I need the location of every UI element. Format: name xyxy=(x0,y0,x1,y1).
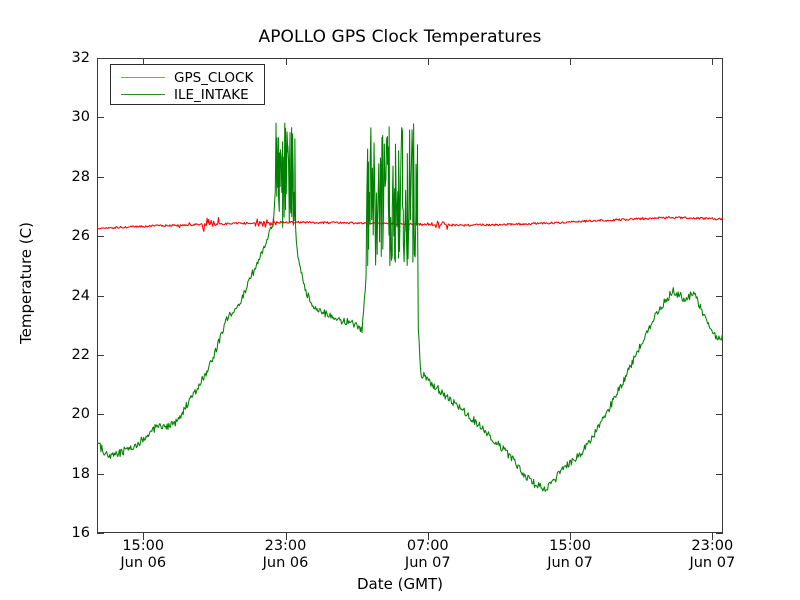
x-tick-label: 23:00 Jun 07 xyxy=(689,538,736,571)
page-title: APOLLO GPS Clock Temperatures xyxy=(258,27,542,47)
legend-swatch-gps-clock xyxy=(121,77,165,78)
series-line-gps-clock xyxy=(97,216,723,232)
x-tick-label: 23:00 Jun 06 xyxy=(262,538,309,571)
legend-item-ile-intake: ILE_INTAKE xyxy=(117,86,258,103)
x-tick-mark xyxy=(712,533,714,540)
x-tick-mark xyxy=(570,58,572,65)
series-line-ile-intake xyxy=(97,122,723,492)
y-tick-label: 24 xyxy=(71,287,90,304)
legend-label-ile-intake: ILE_INTAKE xyxy=(174,86,249,103)
y-tick-mark xyxy=(97,176,104,178)
y-tick-mark xyxy=(716,58,723,59)
x-tick-mark xyxy=(427,533,429,540)
y-tick-mark xyxy=(97,414,104,416)
y-tick-label: 32 xyxy=(71,50,90,66)
y-tick-label: 20 xyxy=(71,406,90,423)
x-axis-label: Date (GMT) xyxy=(356,575,444,593)
x-tick-mark xyxy=(143,533,145,540)
y-tick-mark xyxy=(716,414,723,416)
y-tick-mark xyxy=(716,176,723,178)
x-tick-label: 15:00 Jun 06 xyxy=(120,538,167,571)
y-tick-label: 16 xyxy=(71,525,90,541)
y-tick-mark xyxy=(716,236,723,238)
x-tick-mark xyxy=(570,533,572,540)
x-tick-mark xyxy=(285,58,287,65)
y-tick-label: 28 xyxy=(71,168,90,185)
y-tick-mark xyxy=(716,533,723,534)
plot-svg xyxy=(97,122,723,492)
x-tick-mark xyxy=(143,58,145,65)
x-tick-mark xyxy=(712,58,714,65)
y-tick-label: 26 xyxy=(71,228,90,245)
legend-swatch-ile-intake xyxy=(121,94,165,95)
legend-item-gps-clock: GPS_CLOCK xyxy=(117,69,258,86)
legend-label-gps-clock: GPS_CLOCK xyxy=(174,69,254,86)
y-tick-mark xyxy=(97,58,104,59)
y-tick-mark xyxy=(97,533,104,534)
y-tick-mark xyxy=(97,295,104,297)
y-tick-mark xyxy=(716,295,723,297)
y-tick-mark xyxy=(97,236,104,238)
y-tick-mark xyxy=(716,117,723,119)
x-tick-label: 15:00 Jun 07 xyxy=(547,538,593,571)
y-tick-mark xyxy=(97,117,104,119)
y-tick-mark xyxy=(97,354,104,356)
y-tick-label: 18 xyxy=(71,465,90,482)
x-tick-label: 07:00 Jun 07 xyxy=(404,538,451,571)
y-tick-mark xyxy=(716,354,723,356)
y-tick-label: 30 xyxy=(71,109,90,126)
y-tick-mark xyxy=(97,473,104,475)
x-tick-mark xyxy=(427,58,429,65)
y-tick-mark xyxy=(716,473,723,475)
legend: GPS_CLOCK ILE_INTAKE xyxy=(110,64,265,105)
y-tick-label: 22 xyxy=(71,346,90,363)
x-tick-mark xyxy=(285,533,287,540)
y-axis-label: Temperature (C) xyxy=(17,222,35,344)
